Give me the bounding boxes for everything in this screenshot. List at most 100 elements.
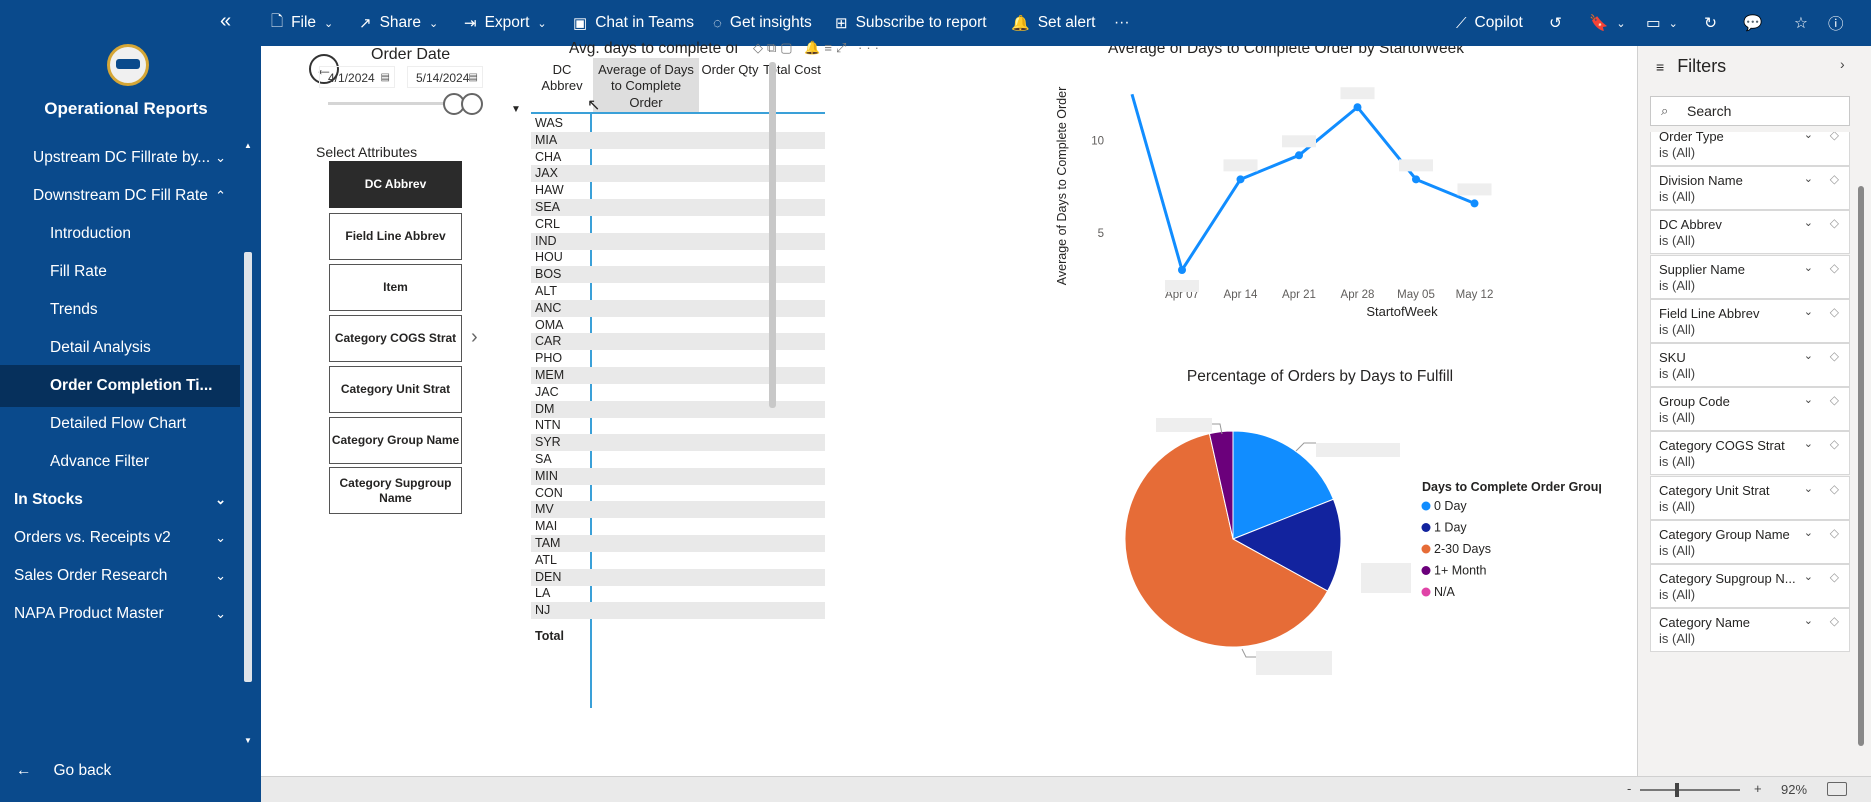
sidebar-item[interactable]: Downstream DC Fill Rate ⌃ [0,175,240,217]
more-options-button[interactable]: ··· [1114,0,1130,46]
table-row[interactable]: DEN [531,568,825,586]
chevron-down-icon[interactable]: ⌄ [1803,132,1813,141]
clear-filter-icon[interactable]: ◇ [1829,172,1839,187]
chevron-down-icon[interactable]: ⌄ [1803,350,1813,362]
go-back-button[interactable]: ← Go back [0,755,240,787]
clear-filter-icon[interactable]: ◇ [1829,304,1839,319]
filter-card[interactable]: Field Line Abbrev is (All) ⌄ ◇ [1650,298,1850,343]
sidebar-item[interactable]: Trends [0,289,240,331]
view-icon[interactable]: ▭ ⌄ [1646,14,1678,32]
table-row[interactable]: MIA [531,131,825,149]
filter-card[interactable]: Category COGS Strat is (All) ⌄ ◇ [1650,431,1850,476]
table-row[interactable]: MAI [535,519,558,534]
clear-filter-icon[interactable]: ◇ [1829,393,1839,408]
col-header-qty[interactable]: Order Qty [701,62,759,77]
table-row[interactable]: MV [531,501,825,519]
sidebar-item[interactable]: Fill Rate [0,251,240,293]
chevron-down-icon[interactable]: ⌄ [1803,217,1813,230]
attribute-button[interactable]: Item [329,264,462,311]
chevron-down-icon[interactable]: ⌄ [1803,261,1813,274]
table-row[interactable]: JAX [531,165,825,183]
clear-filter-icon[interactable]: ◇ [1829,260,1839,275]
clear-filter-icon[interactable]: ◇ [1829,614,1839,629]
share-menu[interactable]: ↗ Share ⌄ [359,0,438,46]
comment-icon[interactable]: 💬 [1743,14,1763,32]
attribute-button[interactable]: Category COGS Strat [329,315,462,362]
table-row[interactable]: SEA [531,199,825,216]
chevron-down-icon[interactable]: ⌄ [1803,394,1813,407]
table-row[interactable]: CRL [535,216,561,231]
table-row[interactable]: ALT [535,284,557,298]
copilot-button[interactable]: ⟋ Copilot [1456,0,1523,46]
sidebar-item[interactable]: Orders vs. Receipts v2 ⌄ [0,517,240,559]
zoom-slider[interactable] [1640,789,1740,791]
table-row[interactable]: PHO [535,351,563,366]
filter-card[interactable]: Group Code is (All) ⌄ ◇ [1650,387,1850,432]
filter-card[interactable]: Category Supgroup N... is (All) ⌄ ◇ [1650,564,1850,608]
chevron-down-icon[interactable]: ⌄ [1803,482,1813,495]
attribute-button[interactable]: Field Line Abbrev [329,213,462,260]
filter-card[interactable]: Division Name is (All) ⌄ ◇ [1650,166,1850,211]
sidebar-item[interactable]: Detailed Flow Chart [0,403,240,445]
chevron-down-icon[interactable]: ⌄ [1803,526,1813,539]
visual-header-icons[interactable]: ◇⧉▢ 🔔≡⤢ ··· [753,40,883,56]
filter-card[interactable]: DC Abbrev is (All) ⌄ ◇ [1650,210,1850,255]
chevron-down-icon[interactable]: ⌄ [1803,615,1813,628]
favorite-icon[interactable]: ☆ [1794,14,1808,32]
filter-card[interactable]: Category Name is (All) ⌄ ◇ [1650,608,1850,653]
visual-more-icon[interactable]: ··· [857,40,883,55]
get-insights-button[interactable]: ◌ Get insights [713,0,812,46]
table-row[interactable]: HOU [535,250,563,265]
fit-to-page-icon[interactable] [1827,782,1847,796]
zoom-in-button[interactable]: + [1754,781,1762,796]
clear-filter-icon[interactable]: ◇ [1829,481,1839,496]
table-row[interactable]: SYR [531,434,825,452]
clear-filter-icon[interactable]: ◇ [1829,437,1839,452]
chevron-down-icon[interactable]: ⌄ [1803,438,1813,451]
table-row[interactable]: CAR [531,333,825,351]
zoom-slider-thumb[interactable] [1675,783,1679,797]
filter-search-input[interactable]: ⌕ Search [1650,96,1850,126]
table-row[interactable]: ATL [535,552,557,567]
sidebar-item[interactable]: Order Completion Ti... [0,365,240,407]
info-icon[interactable]: ⓘ [1828,16,1844,33]
export-menu[interactable]: ⇥ Export ⌄ [464,0,547,46]
chevron-down-icon[interactable]: ⌄ [1803,305,1813,318]
clear-filter-icon[interactable]: ◇ [1829,525,1839,540]
collapse-filters-icon[interactable]: › [1840,56,1845,72]
set-alert-button[interactable]: 🔔 Set alert [1011,0,1095,46]
filter-card[interactable]: Supplier Name is (All) ⌄ ◇ [1650,254,1850,299]
refresh-icon[interactable]: ↻ [1704,14,1717,32]
table-row[interactable]: HAW [535,183,564,198]
table-row[interactable]: NTN [535,418,561,433]
table-row[interactable]: ANC [531,299,825,317]
sidebar-item[interactable]: Introduction [0,213,240,255]
date-slider-end-handle[interactable] [461,93,483,115]
table-scrollbar[interactable] [769,62,776,408]
table-row[interactable]: IND [531,232,825,250]
table-row[interactable]: CON [535,485,563,500]
start-date-input[interactable]: 4/1/2024 ▤ [319,66,395,88]
sidebar-item[interactable]: Detail Analysis [0,327,240,369]
filter-card[interactable]: SKU is (All) ⌄ ◇ [1650,343,1850,387]
table-row[interactable]: SA [535,452,552,466]
date-slider-track[interactable] [328,102,458,105]
filter-card[interactable]: Category Group Name is (All) ⌄ ◇ [1650,519,1850,564]
table-row[interactable]: BOS [531,266,825,284]
scroll-up-icon[interactable]: ▲ [244,141,252,150]
chevron-down-icon[interactable]: ⌄ [1803,571,1813,583]
table-row[interactable]: JAC [535,384,559,399]
clear-filter-icon[interactable]: ◇ [1829,349,1839,363]
file-menu[interactable]: 🗋 File ⌄ [271,0,333,46]
sidebar-item[interactable]: Upstream DC Fillrate by... ⌄ [0,137,240,179]
attribute-button[interactable]: Category Unit Strat [329,366,462,413]
end-date-input[interactable]: 5/14/2024 ▤ [407,66,483,88]
sidebar-item[interactable]: In Stocks ⌄ [0,479,240,521]
table-row[interactable]: MIN [531,467,825,485]
clear-filter-icon[interactable]: ◇ [1829,132,1839,142]
filter-card[interactable]: Category Unit Strat is (All) ⌄ ◇ [1650,475,1850,520]
table-row[interactable]: NJ [531,602,825,620]
table-row[interactable]: LA [535,586,551,601]
table-row[interactable]: CHA [535,149,562,164]
clear-filter-icon[interactable]: ◇ [1829,216,1839,231]
